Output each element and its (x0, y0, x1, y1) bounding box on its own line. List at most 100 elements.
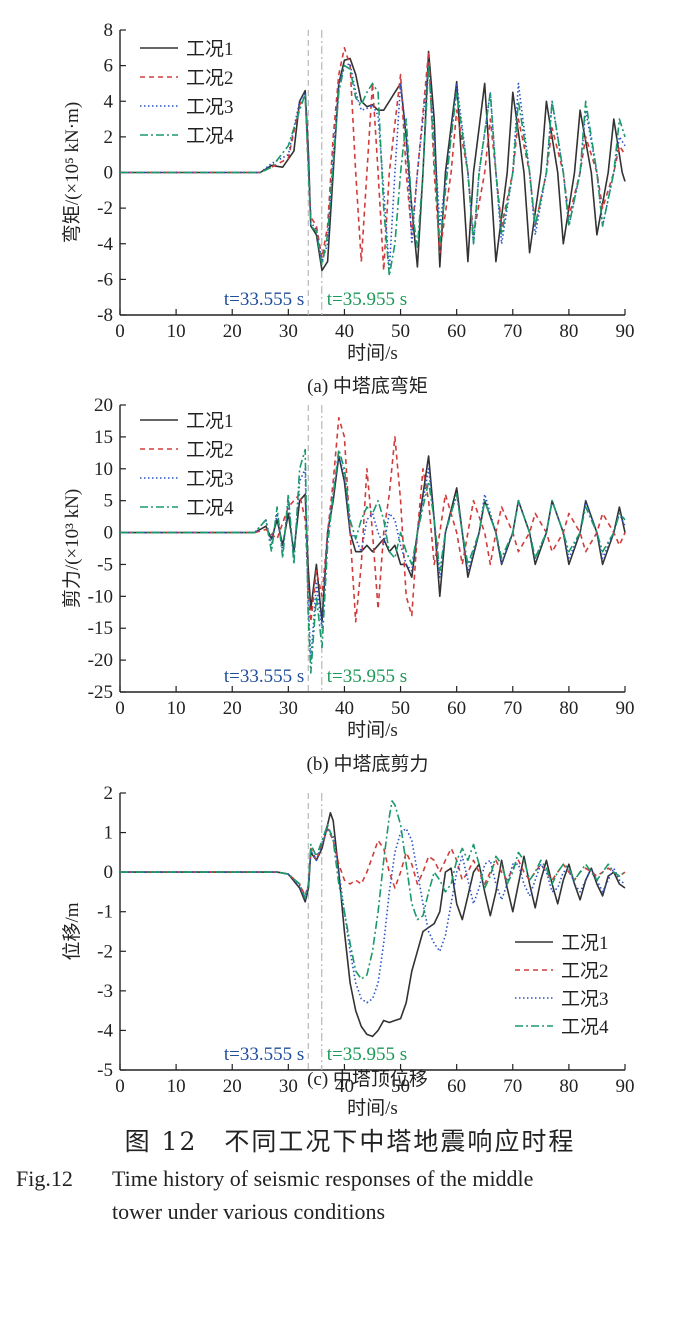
y-axis-label: 位移/m (61, 902, 83, 960)
y-tick-label: 10 (94, 459, 113, 480)
legend-label: 工况4 (561, 1017, 609, 1038)
y-axis-label: 弯矩/(×10⁵ kN·m) (61, 102, 83, 243)
y-tick-label: 15 (94, 427, 113, 448)
x-tick-label: 90 (616, 321, 635, 342)
x-tick-label: 40 (335, 321, 354, 342)
x-tick-label: 40 (335, 1076, 354, 1097)
x-tick-label: 40 (335, 698, 354, 719)
y-tick-label: -15 (88, 618, 113, 639)
x-tick-label: 60 (447, 1076, 466, 1097)
y-tick-label: -3 (97, 981, 113, 1002)
y-tick-label: 0 (104, 523, 114, 544)
legend-label: 工况2 (561, 961, 609, 982)
y-tick-label: -2 (97, 198, 113, 219)
legend-label: 工况4 (186, 126, 234, 147)
x-tick-label: 10 (167, 1076, 186, 1097)
figure-caption-en-line2: tower under various conditions (112, 1199, 386, 1224)
y-tick-label: 0 (104, 862, 114, 883)
time-marker-label: t=35.955 s (327, 1044, 407, 1065)
legend-label: 工况1 (561, 933, 609, 954)
x-tick-label: 80 (559, 1076, 578, 1097)
y-tick-label: 5 (104, 491, 114, 512)
x-tick-label: 0 (115, 698, 125, 719)
y-tick-label: -6 (97, 269, 113, 290)
y-tick-label: -5 (97, 554, 113, 575)
x-tick-label: 90 (616, 698, 635, 719)
series-line-2 (120, 417, 626, 623)
y-tick-label: 4 (104, 91, 114, 112)
y-tick-label: 8 (104, 20, 114, 41)
y-tick-label: 6 (104, 56, 114, 77)
panel-subtitle: (a) 中塔底弯矩 (307, 375, 428, 397)
x-tick-label: 50 (391, 1076, 410, 1097)
series-line-3 (120, 455, 626, 661)
y-tick-label: 20 (94, 395, 113, 416)
series-line-4 (120, 800, 626, 980)
figure-caption-en: Fig.12 Time history of seismic responses … (16, 1162, 686, 1228)
x-tick-label: 30 (279, 321, 298, 342)
figure-caption-en-line1: Time history of seismic responses of the… (112, 1166, 534, 1191)
panel-subtitle: (b) 中塔底剪力 (307, 753, 429, 775)
panel-subtitle: (c) 中塔顶位移 (307, 1068, 428, 1090)
series-line-3 (120, 827, 626, 1004)
x-axis-label: 时间/s (347, 719, 398, 741)
legend-label: 工况4 (186, 498, 234, 519)
x-tick-label: 20 (223, 321, 242, 342)
y-tick-label: -4 (97, 1020, 113, 1041)
y-tick-label: -8 (97, 305, 113, 326)
x-tick-label: 50 (391, 321, 410, 342)
x-tick-label: 0 (115, 1076, 125, 1097)
x-tick-label: 10 (167, 698, 186, 719)
x-tick-label: 60 (447, 698, 466, 719)
legend: 工况1 工况2 工况3 工况4 (140, 411, 234, 519)
time-marker-label: t=33.555 s (224, 666, 304, 687)
legend-label: 工况3 (186, 469, 234, 490)
chart-panel-1: -25 -20 -15 -10 -5 0 5 10 15 20 0 10 20 30 40 50 60 70 80 9… (61, 395, 635, 775)
x-tick-label: 10 (167, 321, 186, 342)
legend: 工况1 工况2 工况3 工况4 (515, 933, 609, 1038)
y-tick-label: 2 (104, 127, 114, 148)
x-axis-label: 时间/s (347, 1097, 398, 1119)
time-marker-label: t=33.555 s (224, 1044, 304, 1065)
y-tick-label: -5 (97, 1060, 113, 1081)
y-tick-label: -25 (88, 682, 113, 703)
time-marker-label: t=35.955 s (327, 289, 407, 310)
x-tick-label: 30 (279, 698, 298, 719)
legend-label: 工况1 (186, 39, 234, 60)
x-tick-label: 70 (503, 321, 522, 342)
legend-label: 工况3 (186, 97, 234, 118)
x-tick-label: 60 (447, 321, 466, 342)
series-line-4 (120, 448, 626, 674)
y-tick-label: 1 (104, 823, 114, 844)
legend-label: 工况1 (186, 411, 234, 432)
x-tick-label: 20 (223, 698, 242, 719)
series-line-1 (120, 812, 626, 1038)
time-marker-label: t=33.555 s (224, 289, 304, 310)
legend-label: 工况3 (561, 989, 609, 1010)
figure-caption-cn: 图 12 不同工况下中塔地震响应时程 (124, 1127, 576, 1156)
x-tick-label: 20 (223, 1076, 242, 1097)
y-axis-label: 剪力/(×10³ kN) (61, 489, 83, 608)
legend-label: 工况2 (186, 440, 234, 461)
x-tick-label: 80 (559, 321, 578, 342)
time-marker-label: t=35.955 s (327, 666, 407, 687)
figure-caption-en-label: Fig.12 (16, 1166, 73, 1191)
series-line-2 (120, 827, 626, 897)
y-tick-label: -2 (97, 941, 113, 962)
x-tick-label: 70 (503, 698, 522, 719)
y-tick-label: 0 (104, 163, 114, 184)
x-tick-label: 90 (616, 1076, 635, 1097)
y-tick-label: -10 (88, 586, 113, 607)
legend-label: 工况2 (186, 68, 234, 89)
x-tick-label: 0 (115, 321, 125, 342)
y-tick-label: -4 (97, 234, 113, 255)
series-line-4 (120, 64, 626, 277)
x-tick-label: 80 (559, 698, 578, 719)
x-tick-label: 50 (391, 698, 410, 719)
series-line-2 (120, 47, 626, 272)
y-tick-label: -1 (97, 902, 113, 923)
y-tick-label: -20 (88, 650, 113, 671)
